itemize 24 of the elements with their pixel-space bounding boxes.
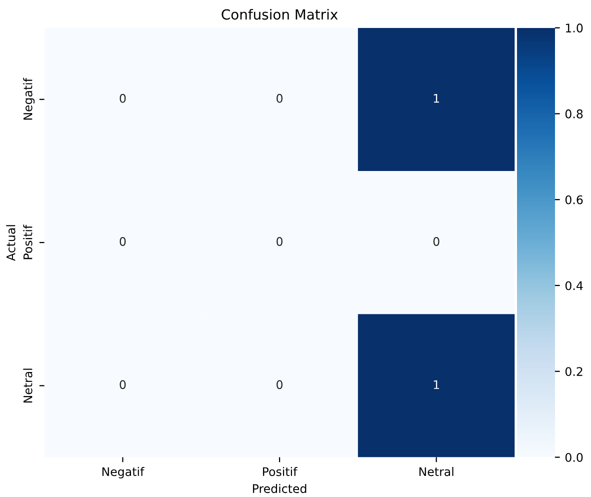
data-label: 0 [120,94,126,103]
x-axis-title: Predicted [252,484,306,494]
y-tick-label: Netral [23,368,32,403]
color-bar-label: 0.0 [565,452,583,462]
data-label: 1 [434,94,440,103]
color-bar-label: 0.6 [565,195,583,204]
color-bar-label: 0.2 [565,367,582,376]
y-tick-label: Positif [23,224,32,260]
x-tick-label: Positif [263,466,298,476]
data-label: 0 [120,237,126,246]
y-tick-label: Negatif [23,78,35,120]
y-axis-title: Actual [6,225,16,261]
x-tick-label: Netral [419,466,454,476]
color-bar-label: 0.8 [565,109,583,118]
data-label: 0 [120,380,126,390]
data-label: 0 [276,94,283,103]
data-label: 0 [433,237,440,246]
color-bar-label: 1.0 [566,24,583,32]
x-tick-label: Negatif [102,466,144,478]
color-bar-label: 0.4 [565,281,583,290]
data-label: 1 [434,380,440,389]
data-label: 0 [276,237,283,246]
data-label: 0 [276,380,283,390]
chart-title: Confusion Matrix [222,8,338,20]
